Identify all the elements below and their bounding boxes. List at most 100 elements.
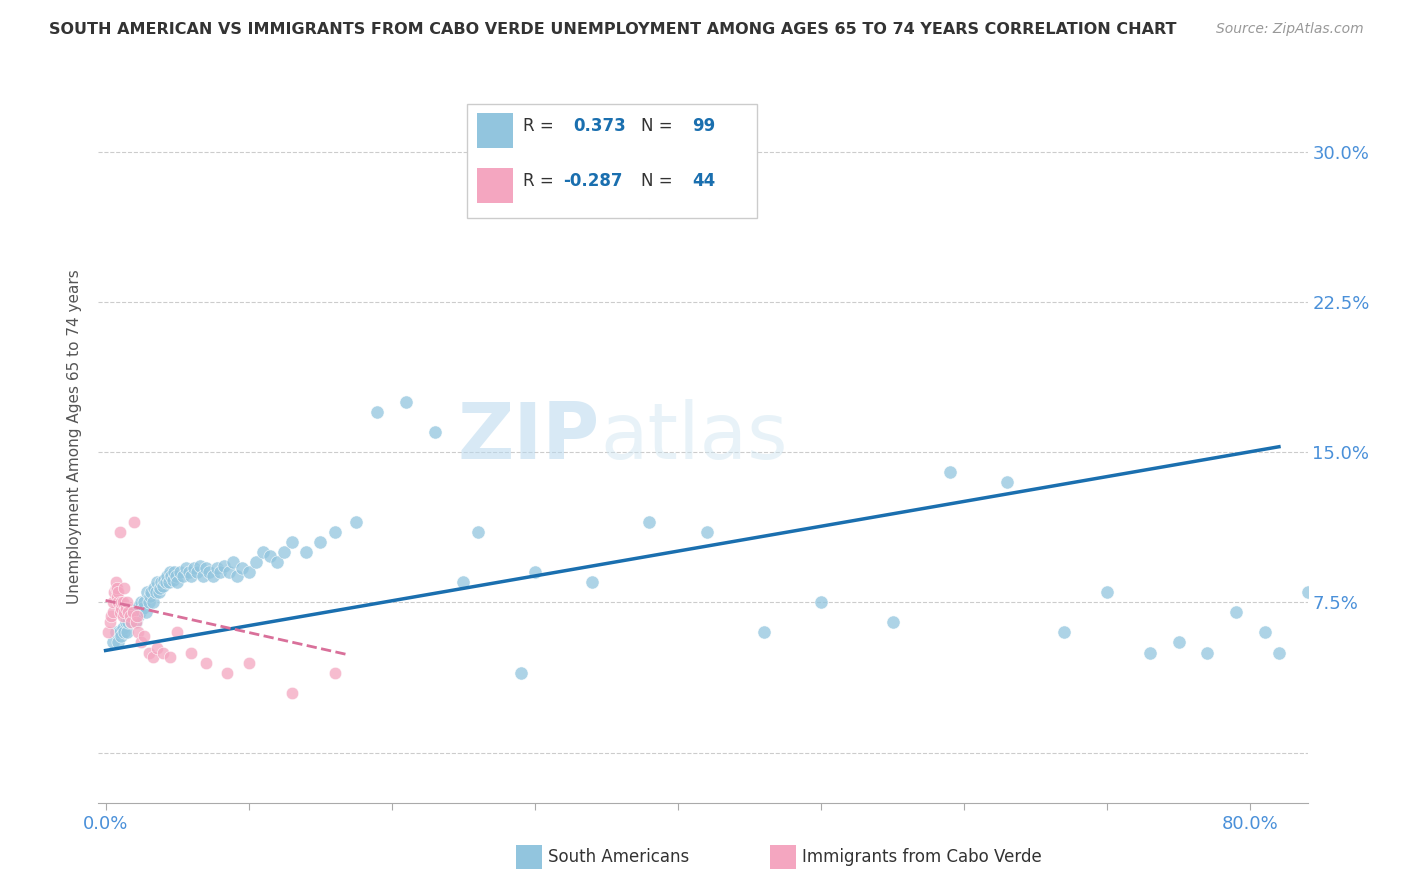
Point [127,625,149,640]
Point [160,569,183,583]
Point [218,566,240,580]
Point [129,606,152,620]
Point [146,641,169,656]
Point [217,665,239,680]
Point [156,569,179,583]
Point [138,646,160,660]
Point [127,609,149,624]
Point [1296,585,1319,599]
Point [1097,585,1119,599]
Point [1268,646,1291,660]
Point [118,609,141,624]
Point [280,535,302,549]
Point [453,575,475,590]
Point [172,569,194,583]
Point [222,555,245,569]
Bar [769,846,796,869]
Point [169,566,191,580]
Point [107,585,129,599]
Point [135,606,157,620]
Point [112,625,135,640]
Point [152,646,174,660]
Point [259,549,281,564]
Point [295,545,318,559]
Point [581,575,603,590]
Point [238,656,260,670]
Point [309,535,332,549]
Point [122,515,145,529]
Point [124,615,146,630]
Point [1053,625,1076,640]
Text: N =: N = [641,172,678,190]
Point [323,525,346,540]
Point [105,582,128,596]
Point [696,525,718,540]
Point [194,656,217,670]
Point [114,615,136,630]
Point [323,665,346,680]
Point [273,545,295,559]
Point [98,615,121,630]
Point [138,595,160,609]
Point [238,566,260,580]
FancyBboxPatch shape [467,104,758,218]
Point [111,609,134,624]
Point [104,582,127,596]
Point [180,646,202,660]
Text: N =: N = [641,118,678,136]
Text: 44: 44 [692,172,716,190]
Point [191,569,214,583]
Point [110,630,132,644]
Point [1197,646,1219,660]
Point [134,630,156,644]
Point [97,625,120,640]
Point [186,566,208,580]
Y-axis label: Unemployment Among Ages 65 to 74 years: Unemployment Among Ages 65 to 74 years [67,269,83,605]
Text: Immigrants from Cabo Verde: Immigrants from Cabo Verde [803,848,1042,866]
Point [509,665,531,680]
Point [423,425,446,439]
Point [1167,635,1189,649]
Point [183,561,205,575]
Point [110,595,132,609]
Text: South Americans: South Americans [548,848,689,866]
Point [125,609,148,624]
Point [112,582,135,596]
Point [153,574,176,588]
Point [166,625,188,640]
Point [111,595,134,609]
Point [101,606,124,620]
Point [112,606,135,620]
Bar [516,846,543,869]
Point [105,590,128,604]
Point [226,569,249,583]
Point [108,625,131,640]
Point [115,625,138,640]
Point [638,515,661,529]
Point [166,575,188,590]
Point [120,615,142,630]
Point [103,585,125,599]
Point [104,625,127,640]
Point [148,585,170,599]
Text: -0.287: -0.287 [562,172,623,190]
Point [101,635,124,649]
Point [939,465,962,479]
Point [114,601,136,615]
Point [266,555,288,569]
Point [344,515,367,529]
Point [810,595,832,609]
Point [995,475,1018,490]
Point [1253,625,1275,640]
Point [163,566,186,580]
Point [100,609,122,624]
Point [132,601,155,615]
Point [174,561,197,575]
Point [118,606,141,620]
Point [188,559,211,574]
Point [152,579,174,593]
Point [157,575,180,590]
Point [122,606,145,620]
Point [111,622,134,636]
Point [101,595,124,609]
